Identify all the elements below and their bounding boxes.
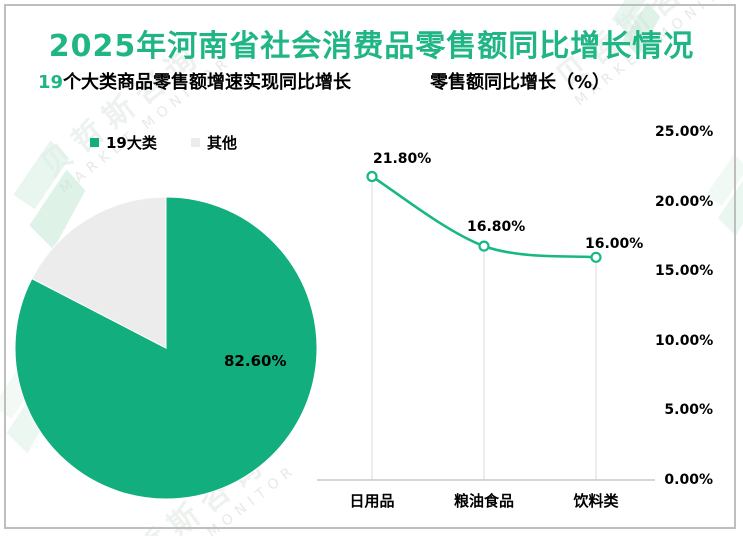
legend-item-19dalei: 19大类 bbox=[90, 132, 157, 153]
pie-slice-label: 82.60% bbox=[224, 352, 287, 370]
legend-swatch-green bbox=[90, 138, 99, 147]
data-point-0 bbox=[366, 170, 378, 183]
data-label-yinliaolei: 16.00% bbox=[585, 236, 644, 252]
pie-subtitle: 19个大类商品零售额增速实现同比增长 bbox=[38, 68, 351, 94]
data-label-liangyoushipin: 16.80% bbox=[467, 219, 526, 235]
x-label-liangyoushipin: 粮油食品 bbox=[453, 492, 514, 510]
pie-subtitle-number: 19 bbox=[38, 72, 64, 93]
pie-slice-1 bbox=[31, 197, 167, 349]
watermark-logo-icon bbox=[13, 140, 86, 250]
y-tick-5: 5.00% bbox=[664, 402, 713, 418]
legend-swatch-gray bbox=[191, 138, 200, 147]
y-tick-15: 15.00% bbox=[655, 263, 714, 279]
line-subtitle: 零售额同比增长（%） bbox=[430, 72, 611, 93]
title-year: 2025 bbox=[48, 29, 137, 64]
line-chart bbox=[317, 170, 655, 481]
page-title: 2025年河南省社会消费品零售额同比增长情况 bbox=[0, 21, 743, 65]
y-tick-20: 20.00% bbox=[655, 194, 714, 210]
pie-slice-0 bbox=[15, 197, 317, 499]
watermark-logo-icon bbox=[706, 154, 743, 236]
legend-label: 19大类 bbox=[106, 134, 157, 152]
pie-chart bbox=[15, 197, 317, 499]
data-point-1 bbox=[478, 240, 490, 252]
legend-item-other: 其他 bbox=[191, 132, 237, 153]
y-tick-25: 25.00% bbox=[655, 124, 714, 140]
x-label-yinliaolei: 饮料类 bbox=[573, 492, 619, 510]
pie-subtitle-text: 个大类商品零售额增速实现同比增长 bbox=[63, 72, 352, 93]
title-text: 年河南省社会消费品零售额同比增长情况 bbox=[136, 29, 695, 64]
y-tick-10: 10.00% bbox=[655, 333, 714, 349]
data-label-riyongpin: 21.80% bbox=[373, 151, 432, 167]
legend-label: 其他 bbox=[207, 134, 238, 152]
watermark-logo-icon bbox=[611, 0, 661, 57]
data-point-2 bbox=[590, 251, 602, 263]
x-label-riyongpin: 日用品 bbox=[349, 492, 395, 510]
y-tick-0: 0.00% bbox=[664, 472, 713, 488]
